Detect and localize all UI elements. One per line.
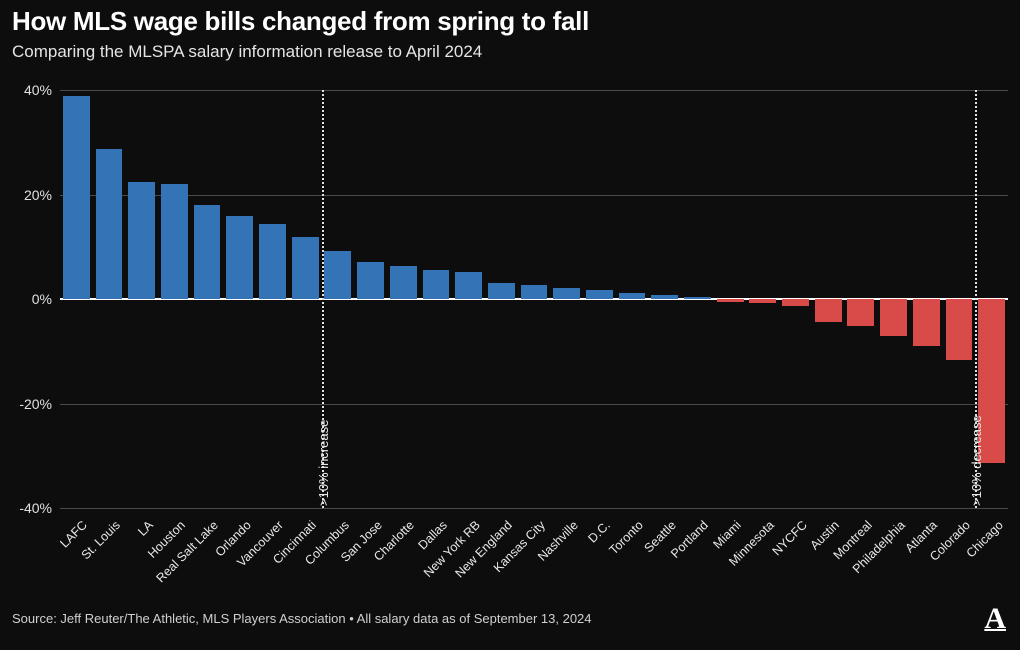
bar [946, 299, 973, 360]
bar [684, 297, 711, 299]
gridline [60, 404, 1008, 405]
bar [292, 237, 319, 299]
y-axis-label: 0% [6, 291, 52, 307]
bar [749, 299, 776, 303]
bar [63, 96, 90, 299]
x-axis-label: NYCFC [769, 518, 809, 558]
bar [357, 262, 384, 299]
bar [194, 205, 221, 299]
y-axis-label: -40% [6, 500, 52, 516]
chart-frame: How MLS wage bills changed from spring t… [0, 0, 1020, 650]
bar [553, 288, 580, 299]
bar [455, 272, 482, 299]
bar [96, 149, 123, 299]
y-axis-label: -20% [6, 396, 52, 412]
gridline [60, 90, 1008, 91]
gridline [60, 508, 1008, 509]
bar [913, 299, 940, 346]
bar [619, 293, 646, 299]
bar [521, 285, 548, 299]
bar [488, 283, 515, 299]
bar [161, 184, 188, 299]
bar [847, 299, 874, 326]
bar [226, 216, 253, 299]
threshold-label: >10% increase [316, 420, 331, 506]
athletic-logo: A [984, 602, 1006, 636]
chart-title: How MLS wage bills changed from spring t… [12, 6, 589, 37]
bar [880, 299, 907, 336]
x-axis-label: LA [135, 518, 156, 539]
x-axis-label: Toronto [607, 518, 646, 557]
y-axis-label: 20% [6, 187, 52, 203]
bar [259, 224, 286, 299]
gridline [60, 195, 1008, 196]
bar [390, 266, 417, 299]
x-axis-label: D.C. [586, 518, 614, 546]
chart-subtitle: Comparing the MLSPA salary information r… [12, 42, 482, 62]
bar [782, 299, 809, 306]
bar [324, 251, 351, 299]
bar [586, 290, 613, 299]
source-line: Source: Jeff Reuter/The Athletic, MLS Pl… [12, 611, 592, 626]
plot-area: -40%-20%0%20%40%LAFCSt. LouisLAHoustonRe… [60, 90, 1008, 508]
bar [128, 182, 155, 299]
bar [815, 299, 842, 322]
bar [423, 270, 450, 299]
bar [717, 299, 744, 302]
threshold-label: >10% decrease [969, 415, 984, 506]
bar [651, 295, 678, 299]
y-axis-label: 40% [6, 82, 52, 98]
